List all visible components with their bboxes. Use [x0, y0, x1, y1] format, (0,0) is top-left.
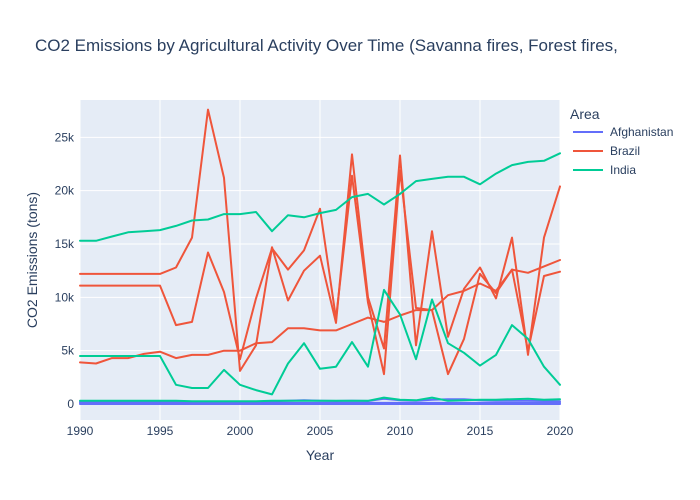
series-line-brazil-4: [79, 169, 561, 376]
series-line-india-8: [79, 396, 561, 403]
y-tick-label: 20k: [55, 184, 75, 198]
y-tick-label: 0: [67, 397, 74, 411]
y-tick-label: 10k: [55, 290, 75, 304]
legend-label: India: [610, 163, 636, 177]
x-tick-label: 2015: [467, 424, 494, 438]
x-axis-ticks: 1990 1995 2000 2005 2010 2015 2020: [67, 424, 574, 438]
x-tick-label: 2010: [387, 424, 414, 438]
series-line-brazil-3: [79, 108, 561, 372]
legend[interactable]: Area Afghanistan Brazil India: [570, 106, 673, 177]
series-line-brazil-5: [79, 259, 561, 365]
legend-label: Afghanistan: [610, 125, 673, 139]
x-tick-label: 2020: [547, 424, 574, 438]
y-axis-ticks: 0 5k 10k 15k 20k 25k: [55, 130, 75, 411]
legend-label: Brazil: [610, 144, 640, 158]
series-line-india-6: [79, 152, 561, 242]
legend-item-india[interactable]: India: [573, 163, 636, 177]
series-lines: [79, 108, 561, 405]
x-tick-label: 1995: [147, 424, 174, 438]
y-tick-label: 5k: [61, 344, 75, 358]
x-tick-label: 2005: [307, 424, 334, 438]
series-line-india-7: [79, 288, 561, 396]
legend-item-afghanistan[interactable]: Afghanistan: [573, 125, 673, 139]
legend-title: Area: [570, 106, 600, 122]
legend-item-brazil[interactable]: Brazil: [573, 144, 640, 158]
y-axis-title: CO2 Emissions (tons): [24, 192, 40, 328]
x-axis-title: Year: [306, 447, 335, 463]
y-tick-label: 15k: [55, 237, 75, 251]
x-tick-label: 2000: [227, 424, 254, 438]
x-tick-label: 1990: [67, 424, 94, 438]
chart-title: CO2 Emissions by Agricultural Activity O…: [35, 36, 618, 55]
y-tick-label: 25k: [55, 130, 75, 144]
